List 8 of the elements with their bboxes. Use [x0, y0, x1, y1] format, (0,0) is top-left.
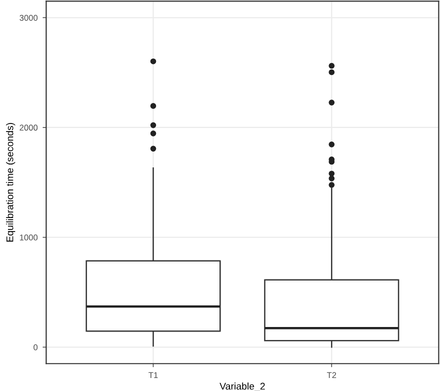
- x-tick-label: T2: [326, 372, 336, 378]
- y-tick-label: 3000: [20, 14, 38, 21]
- y-tick-label: 1000: [20, 234, 38, 240]
- x-tick-label: T1: [148, 372, 158, 378]
- x-axis-title: Variable_2: [220, 382, 265, 391]
- y-tick-label: 0: [34, 344, 38, 350]
- y-axis-title: Equilibration time (seconds): [6, 123, 16, 242]
- y-tick-label: 2000: [20, 124, 38, 131]
